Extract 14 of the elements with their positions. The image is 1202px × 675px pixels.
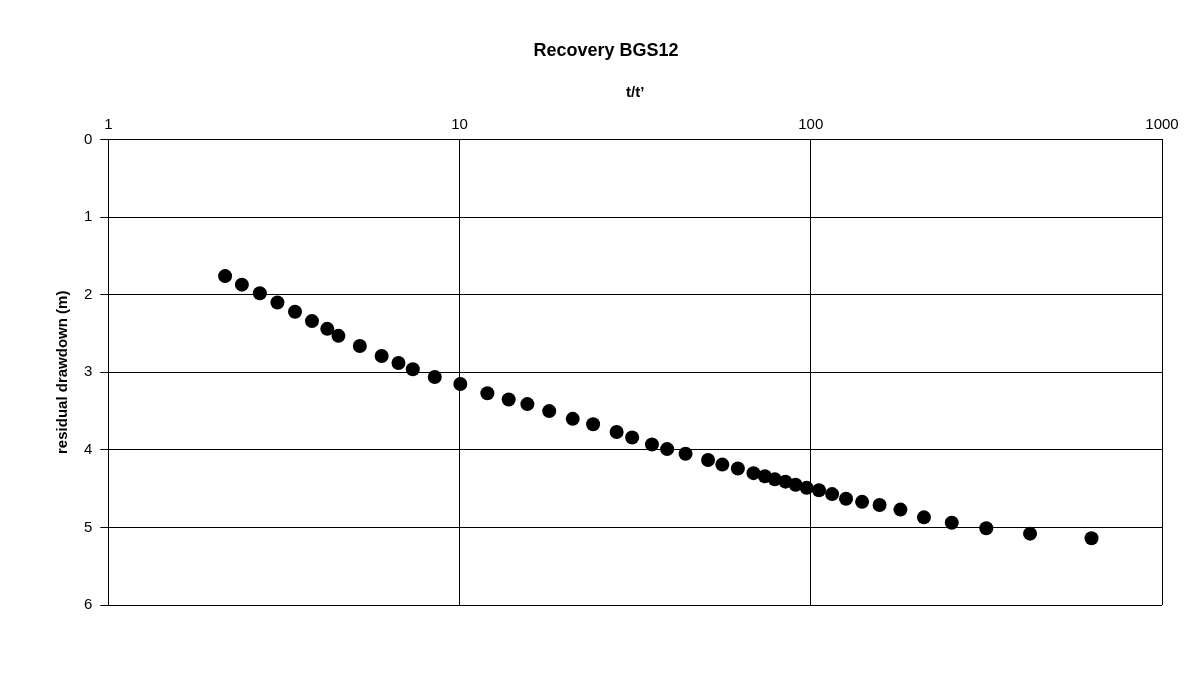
- y-tick-label: 1: [84, 207, 93, 225]
- x-tick-label: 1: [104, 114, 113, 132]
- x-axis-title: t/t’: [626, 82, 645, 100]
- y-tick-label: 6: [84, 595, 93, 613]
- x-tick-label: 100: [798, 114, 824, 132]
- y-tick-label: 3: [84, 362, 93, 380]
- x-tick-label: 1000: [1145, 114, 1179, 132]
- y-tick-label: 5: [84, 517, 93, 535]
- y-tick-label: 0: [84, 129, 93, 147]
- x-tick-label: 10: [451, 114, 468, 132]
- y-tick-label: 2: [84, 284, 93, 302]
- y-axis-title: residual drawdown (m): [53, 290, 71, 454]
- chart-title: Recovery BGS12: [533, 39, 679, 60]
- y-tick-label: 4: [84, 440, 93, 458]
